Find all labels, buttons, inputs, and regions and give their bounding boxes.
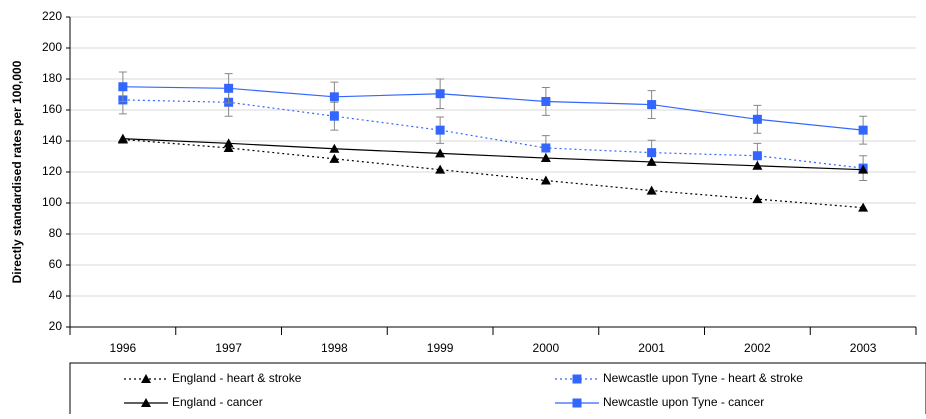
data-point [223,138,234,148]
data-point [858,202,869,212]
data-point [540,153,551,163]
y-tick-label: 180 [42,71,62,85]
x-tick-label: 2002 [744,341,771,355]
data-point [224,83,234,93]
data-point [329,153,340,163]
data-point [646,156,657,166]
x-tick-label: 1999 [427,341,454,355]
data-point [117,133,128,143]
y-tick-label: 220 [42,9,62,23]
series-line [122,138,864,171]
data-point [646,185,657,195]
y-tick-label: 100 [42,195,62,209]
series-line [122,86,864,131]
legend-marker [572,374,582,384]
data-point [329,92,339,102]
data-point [752,160,763,170]
data-point [752,194,763,204]
legend-marker [141,398,151,407]
y-tick-label: 200 [42,40,62,54]
x-tick-label: 2003 [850,341,877,355]
data-point [329,111,339,121]
data-point [223,142,234,152]
legend-label: England - heart & stroke [172,371,302,385]
x-tick-label: 2000 [533,341,560,355]
legend-label: Newcastle upon Tyne - cancer [603,395,764,409]
y-tick-label: 20 [49,319,63,333]
data-point [435,125,445,135]
series-line [122,99,864,169]
data-point [858,164,869,174]
legend-label: England - cancer [172,395,263,409]
y-tick-label: 120 [42,164,62,178]
data-point [435,89,445,99]
data-point [647,148,657,158]
data-point [435,164,446,174]
data-point [329,143,340,153]
x-tick-label: 2001 [638,341,665,355]
legend-marker [141,374,151,383]
data-point [752,114,762,124]
y-tick-label: 80 [49,226,63,240]
data-point [435,148,446,158]
x-tick-label: 1997 [215,341,242,355]
data-point [647,100,657,110]
data-point [541,96,551,106]
legend-marker [572,398,582,408]
data-point [858,125,868,135]
y-axis-label: Directly standardised rates per 100,000 [10,60,24,283]
y-tick-label: 160 [42,102,62,116]
y-tick-label: 60 [49,257,63,271]
series-line [122,138,864,209]
legend-box [69,362,926,419]
data-point [540,175,551,185]
data-point [541,143,551,153]
x-tick-label: 1998 [321,341,348,355]
data-point [752,151,762,161]
data-point [118,82,128,92]
x-tick-label: 1996 [110,341,137,355]
y-tick-label: 140 [42,133,62,147]
y-tick-label: 40 [49,288,63,302]
legend-label: Newcastle upon Tyne - heart & stroke [603,371,803,385]
